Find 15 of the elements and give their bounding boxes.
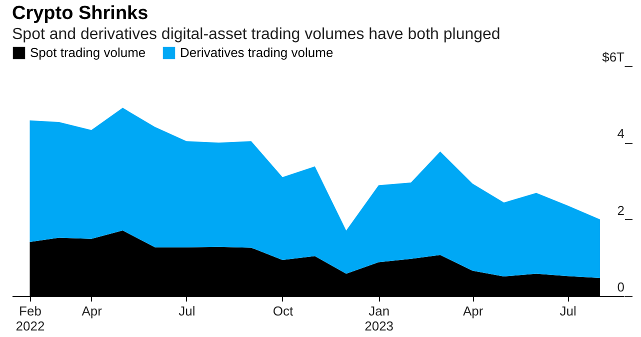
legend-label: Derivatives trading volume (180, 45, 334, 60)
x-tick-label: Jul (178, 304, 196, 318)
x-tick-label: Apr (462, 304, 484, 318)
y-tick-label: 2 (617, 202, 624, 218)
y-tick-label: $6T (602, 50, 625, 64)
x-tick-label: Jan 2023 (364, 304, 394, 334)
y-tick-label: 4 (617, 126, 624, 142)
chart-subtitle: Spot and derivatives digital-asset trading volumes have both plunged (12, 26, 500, 43)
x-tick-label: Jul (560, 304, 577, 318)
x-tick-label: Feb 2022 (16, 304, 45, 334)
x-tick-label: Apr (82, 304, 103, 318)
chart-title: Crypto Shrinks (12, 3, 148, 24)
x-tick-label: Oct (272, 304, 294, 318)
y-tick-label: 0 (617, 280, 624, 294)
legend-label: Spot trading volume (30, 45, 146, 60)
